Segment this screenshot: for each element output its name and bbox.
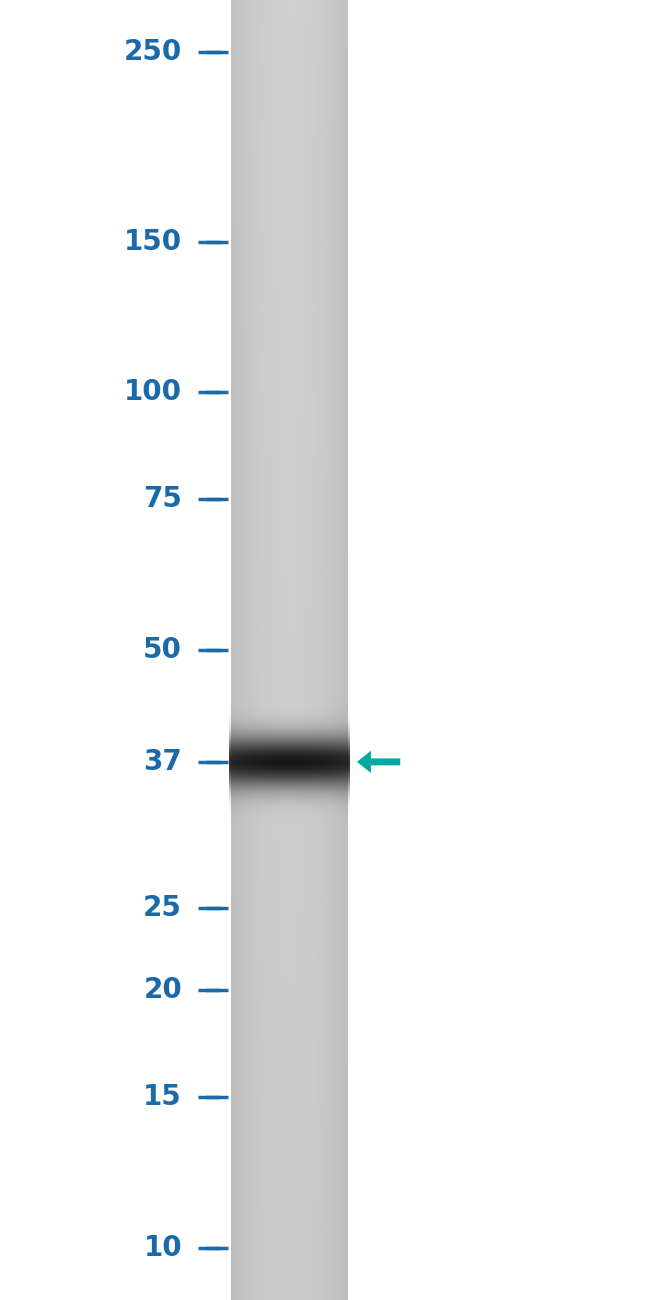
Text: 100: 100	[124, 378, 182, 407]
Text: 50: 50	[143, 636, 182, 664]
Text: 15: 15	[143, 1083, 182, 1112]
Text: 10: 10	[144, 1234, 182, 1262]
Text: 37: 37	[143, 747, 182, 776]
Text: 25: 25	[143, 893, 182, 922]
Text: 250: 250	[124, 38, 182, 66]
Text: 20: 20	[143, 976, 182, 1005]
Text: 150: 150	[124, 227, 182, 256]
Text: 75: 75	[143, 485, 182, 514]
